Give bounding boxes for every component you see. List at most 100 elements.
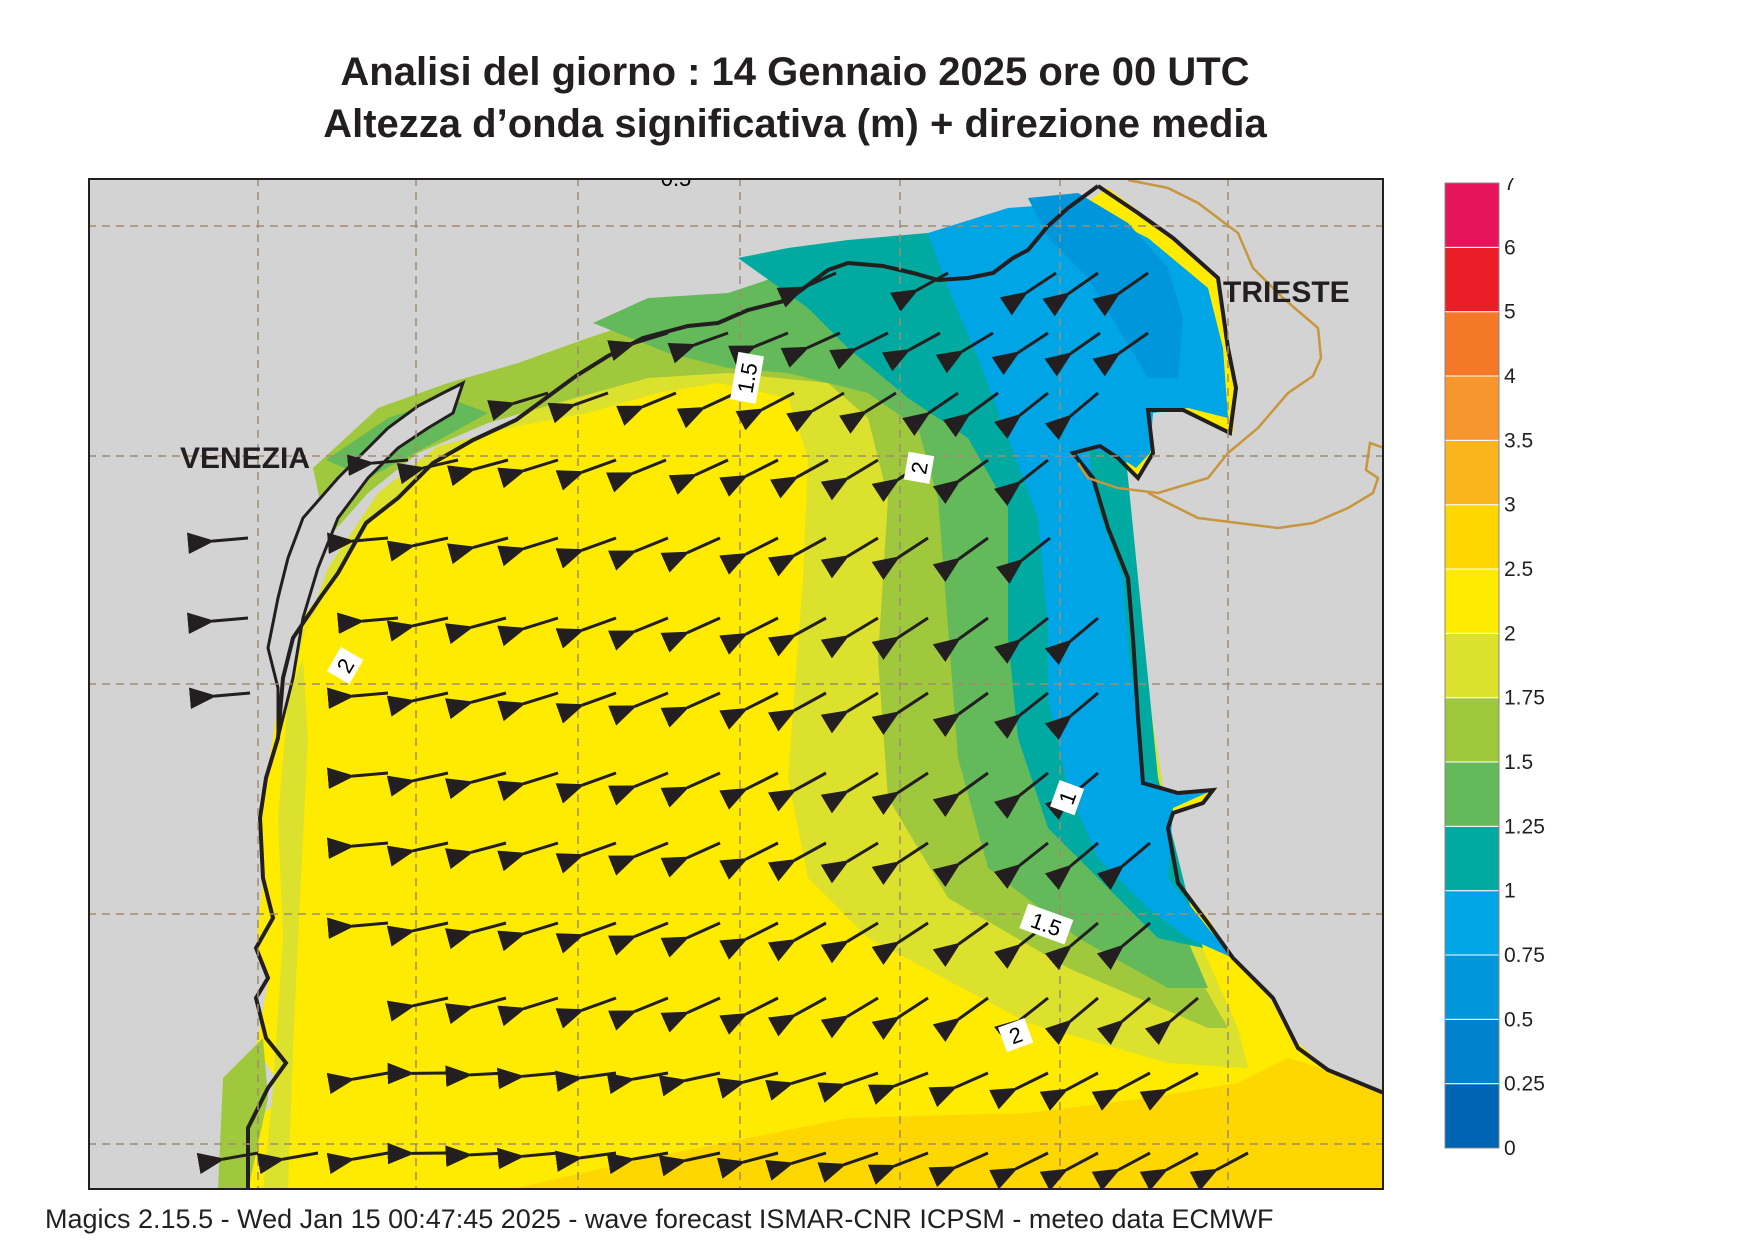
- legend-color-box: [1444, 311, 1500, 377]
- city-label-trieste: TRIESTE: [1223, 276, 1350, 309]
- wave-arrow: [386, 691, 449, 717]
- map-subtitle: Altezza d’onda significativa (m) + direz…: [323, 102, 1267, 146]
- legend-color-box: [1444, 504, 1500, 570]
- legend-color-box: [1444, 568, 1500, 634]
- wave-arrow: [445, 1145, 507, 1168]
- wave-arrow: [928, 1071, 989, 1108]
- legend-color-box: [1444, 632, 1500, 699]
- coastline: [246, 184, 1100, 1190]
- wave-arrow: [719, 771, 779, 810]
- wave-arrow: [497, 841, 559, 872]
- wave-arrow: [765, 1151, 827, 1181]
- wave-arrow: [446, 536, 509, 565]
- wave-arrow: [735, 391, 795, 431]
- wave-arrow: [326, 1151, 389, 1175]
- wave-arrow: [326, 687, 389, 710]
- wave-arrow: [326, 837, 389, 860]
- wave-arrow: [676, 391, 737, 429]
- wave-arrow: [932, 458, 989, 504]
- wave-arrow: [667, 331, 729, 364]
- legend-color-box: [1444, 246, 1500, 313]
- wave-arrow: [606, 1071, 669, 1095]
- wave-arrow: [881, 331, 941, 372]
- wave-arrow: [497, 691, 559, 722]
- footer-credits: Magics 2.15.5 - Wed Jan 15 00:47:45 2025…: [45, 1204, 1274, 1234]
- band-2.5-3: [508, 1058, 1384, 1190]
- wave-arrow: [386, 616, 449, 642]
- wave-arrow: [547, 391, 609, 424]
- wave-arrow: [658, 1071, 721, 1097]
- wave-arrow: [767, 691, 827, 732]
- wave-arrow: [496, 1067, 559, 1090]
- wave-arrow: [1091, 1151, 1151, 1190]
- legend-labels: 0 0.25 0.5 0.75 1 1.25 1.5 1.75 2 2.5 3 3.5 4 5 6 7: [1504, 178, 1545, 1156]
- wave-arrow: [555, 841, 617, 874]
- band-0.5-0.75: [1028, 193, 1183, 378]
- wave-arrow: [1042, 271, 1099, 317]
- national-border: [1076, 178, 1384, 530]
- wave-arrow: [817, 1151, 879, 1183]
- legend-label: 0.5: [1504, 1008, 1533, 1031]
- legend-label: 0.25: [1504, 1073, 1545, 1096]
- wave-arrow: [1044, 331, 1101, 377]
- wave-arrow: [993, 458, 1049, 506]
- wave-arrow: [820, 841, 879, 884]
- wave-arrow: [1139, 1151, 1199, 1190]
- wave-arrow: [991, 331, 1049, 376]
- wave-arrow: [871, 996, 929, 1041]
- wave-arrow: [719, 996, 779, 1035]
- wave-arrow: [867, 1071, 929, 1105]
- wave-arrow: [767, 921, 827, 962]
- wave-arrow: [902, 391, 959, 437]
- wave-arrow: [1189, 1151, 1249, 1190]
- legend-color-box: [1444, 439, 1500, 506]
- wave-arrow: [496, 1147, 559, 1170]
- wave-arrow: [660, 691, 721, 728]
- wave-arrow: [444, 996, 507, 1025]
- wave-arrow: [1044, 691, 1099, 741]
- contour-label: 1.5: [730, 351, 764, 404]
- wave-arrow: [932, 771, 989, 817]
- wave-arrow: [767, 996, 827, 1037]
- wave-arrow: [867, 1151, 929, 1185]
- wave-arrow: [820, 536, 879, 579]
- legend-label: 1.5: [1504, 751, 1533, 774]
- wave-arrow: [660, 616, 721, 653]
- venezia-lagoon: [266, 380, 466, 739]
- contour-label: 2: [998, 1018, 1034, 1053]
- legend-color-box: [1444, 1083, 1500, 1149]
- wave-arrow: [719, 616, 779, 655]
- legend-label: 0.75: [1504, 944, 1545, 967]
- legend-label: 5: [1504, 301, 1516, 324]
- wave-arrow: [555, 996, 617, 1029]
- wave-arrow: [890, 271, 949, 312]
- wave-arrow: [767, 536, 827, 577]
- graticule: [88, 178, 1384, 1190]
- wave-arrow: [616, 391, 677, 426]
- wave-arrow: [989, 1071, 1049, 1110]
- color-legend: 0 0.25 0.5 0.75 1 1.25 1.5 1.75 2 2.5 3 3.5 4 5 6 7: [1444, 178, 1545, 1156]
- wave-arrow: [444, 616, 507, 645]
- wave-arrow: [444, 921, 507, 950]
- wave-arrow: [871, 616, 929, 661]
- wave-direction-arrows: [186, 271, 1249, 1190]
- wave-arrow: [668, 458, 729, 495]
- wave-arrow: [497, 921, 559, 952]
- wave-arrow: [608, 841, 669, 876]
- wave-arrow: [607, 331, 669, 361]
- wave-arrow: [1096, 921, 1151, 971]
- wave-arrow: [871, 921, 929, 966]
- legend-color-box: [1444, 697, 1500, 763]
- wave-arrow: [1039, 1071, 1099, 1111]
- wave-arrow: [1044, 616, 1099, 666]
- contour-label: 2: [326, 646, 364, 685]
- wave-arrow: [386, 996, 449, 1022]
- wave-arrow: [445, 1065, 507, 1088]
- wave-arrow: [497, 536, 559, 567]
- wave-arrow: [820, 691, 879, 734]
- legend-label: 1.75: [1504, 687, 1545, 710]
- wave-arrow: [767, 841, 827, 882]
- legend-label: 2.5: [1504, 558, 1533, 581]
- wave-arrow: [1096, 996, 1151, 1046]
- wave-arrow: [839, 391, 897, 434]
